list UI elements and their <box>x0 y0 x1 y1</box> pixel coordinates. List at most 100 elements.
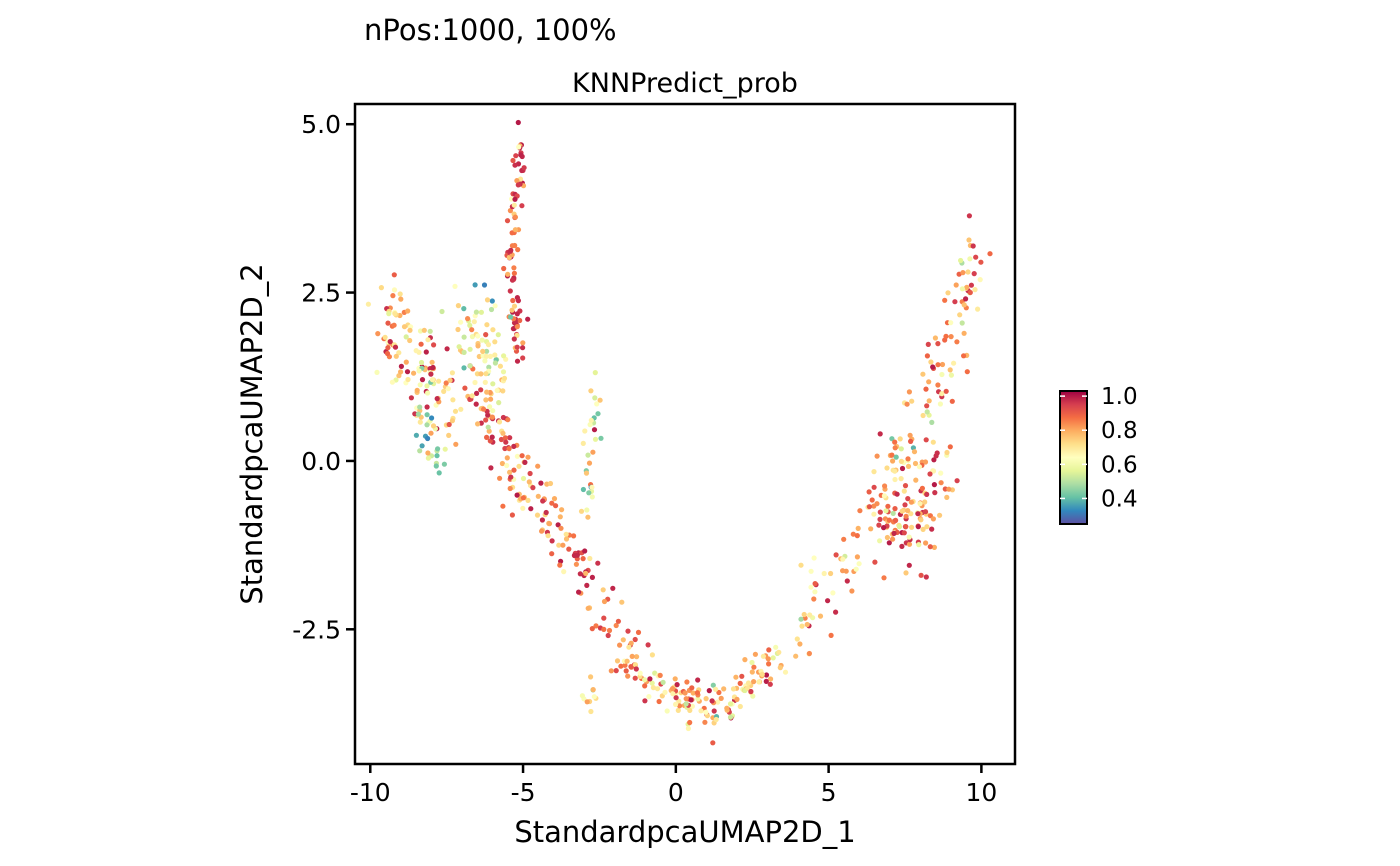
data-point <box>931 457 937 463</box>
data-point <box>423 349 429 355</box>
data-point <box>424 383 430 389</box>
data-point <box>968 282 975 288</box>
data-point <box>597 397 603 403</box>
data-point <box>629 653 635 660</box>
data-point <box>619 599 625 605</box>
data-point <box>925 341 931 347</box>
data-point <box>618 663 624 669</box>
data-point <box>958 257 964 264</box>
data-point <box>937 512 943 518</box>
data-point <box>617 642 623 648</box>
data-point <box>580 556 586 562</box>
data-point <box>902 483 909 489</box>
data-point <box>483 371 489 377</box>
data-point <box>632 636 638 643</box>
data-point <box>601 615 607 621</box>
data-point <box>798 562 804 568</box>
data-point <box>443 380 449 386</box>
data-point <box>528 506 534 512</box>
data-point <box>487 404 493 410</box>
data-point <box>511 467 517 473</box>
data-point <box>519 453 525 459</box>
data-point <box>494 387 500 394</box>
data-point <box>911 449 918 455</box>
data-point <box>501 353 507 359</box>
data-point <box>613 668 619 674</box>
data-point <box>496 419 503 425</box>
data-point <box>393 353 399 359</box>
data-point <box>711 708 717 714</box>
data-point <box>600 587 606 593</box>
data-point <box>407 337 413 344</box>
data-point <box>635 629 642 636</box>
data-point <box>642 683 648 689</box>
data-point <box>408 395 414 401</box>
data-point <box>869 497 875 503</box>
data-point <box>853 566 859 572</box>
data-point <box>497 363 503 369</box>
data-point <box>622 662 628 668</box>
data-point <box>920 526 926 533</box>
data-point <box>589 494 595 500</box>
data-point <box>801 611 807 618</box>
data-point <box>833 552 839 558</box>
data-point <box>530 485 536 491</box>
data-point <box>920 412 926 419</box>
data-point <box>649 680 655 686</box>
data-point <box>444 346 450 352</box>
data-point <box>877 509 883 515</box>
data-point <box>551 496 558 502</box>
data-point <box>555 522 561 528</box>
data-point <box>417 448 423 454</box>
data-point <box>469 334 475 340</box>
data-point <box>906 562 912 568</box>
data-point <box>945 290 951 296</box>
data-point <box>458 406 464 412</box>
data-point <box>392 311 398 317</box>
data-point <box>961 353 967 359</box>
data-point <box>916 464 923 470</box>
data-point <box>434 396 440 402</box>
data-point <box>514 311 520 317</box>
data-point <box>659 693 665 699</box>
data-point <box>892 445 898 451</box>
data-point <box>830 590 836 596</box>
data-point <box>673 701 679 708</box>
data-point <box>733 674 739 680</box>
data-point <box>949 398 955 404</box>
data-point <box>850 531 856 537</box>
data-point <box>902 502 908 508</box>
data-point <box>675 707 681 714</box>
data-point <box>584 582 590 589</box>
data-point <box>959 320 965 326</box>
data-point <box>898 458 905 464</box>
data-point <box>499 460 505 467</box>
data-point <box>745 680 752 686</box>
data-point <box>588 417 594 423</box>
data-point <box>929 526 935 532</box>
data-point <box>930 516 937 522</box>
data-point <box>461 349 467 355</box>
data-point <box>417 382 423 388</box>
data-point <box>632 662 639 668</box>
data-point <box>766 661 772 667</box>
data-point <box>808 584 814 590</box>
data-point <box>492 352 498 358</box>
data-point <box>749 669 755 675</box>
data-point <box>987 251 993 257</box>
data-point <box>512 214 519 220</box>
data-point <box>922 459 929 465</box>
data-point <box>405 376 411 383</box>
data-point <box>751 664 757 670</box>
y-tick-label: 5.0 <box>301 110 341 139</box>
data-point <box>759 671 765 678</box>
data-point <box>673 695 679 701</box>
data-point <box>866 504 873 510</box>
data-point <box>557 562 563 568</box>
data-point <box>594 401 600 407</box>
data-point <box>514 358 521 364</box>
data-point <box>898 476 904 482</box>
data-point <box>657 672 663 679</box>
data-point <box>520 505 526 511</box>
data-point <box>390 293 396 299</box>
